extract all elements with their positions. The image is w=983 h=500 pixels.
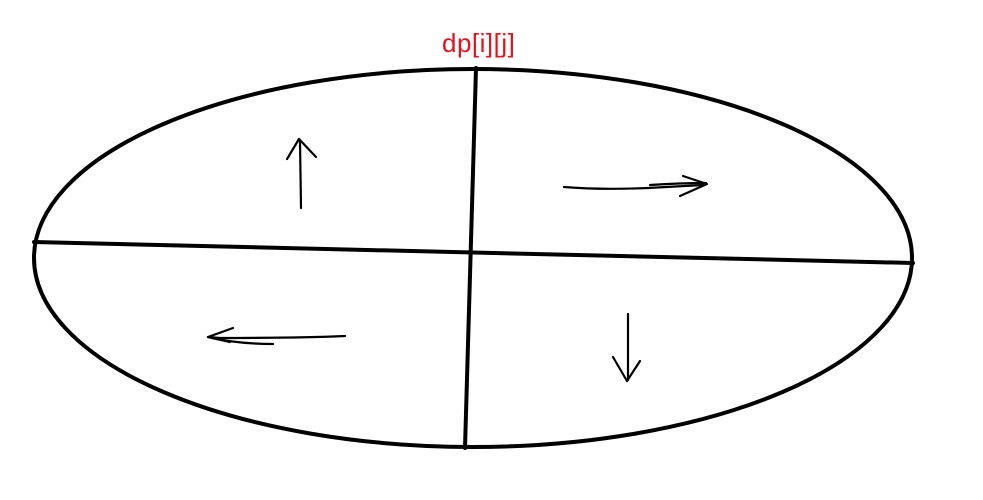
outer-ellipse: [32, 67, 914, 449]
arrow-right-icon: [562, 174, 709, 198]
arrow-left-icon: [206, 326, 347, 346]
horizontal-divider: [32, 240, 915, 265]
arrow-down-icon: [611, 312, 642, 383]
vertical-divider: [463, 66, 478, 450]
dp-label: dp[i][j]: [442, 28, 516, 58]
arrow-up-icon: [285, 137, 318, 210]
